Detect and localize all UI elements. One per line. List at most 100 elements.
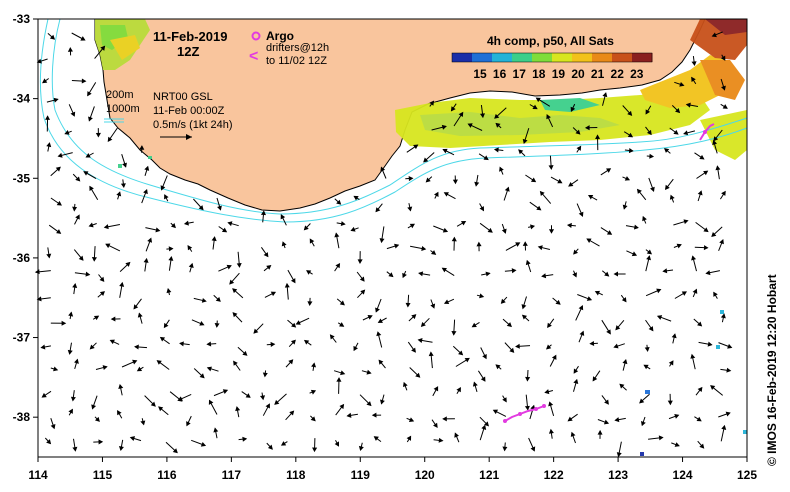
- current-vector-head: [430, 250, 437, 255]
- current-vector-head: [442, 227, 449, 233]
- current-vector-head: [494, 113, 500, 119]
- current-vector-head: [179, 341, 184, 347]
- current-vector-head: [442, 148, 448, 154]
- current-vector-head: [407, 206, 413, 212]
- sst-colorbar: 4h comp, p50, All Sats 15 16 17 18 19 20 21 22 2…: [451, 34, 653, 81]
- current-vector-head: [639, 398, 645, 404]
- current-vector-head: [643, 364, 649, 370]
- current-vector-head: [232, 312, 238, 318]
- current-vector-head: [719, 239, 724, 245]
- current-vector-head: [646, 249, 653, 255]
- current-vector-head: [441, 267, 447, 273]
- current-vector-head: [380, 399, 385, 405]
- current-vector-head: [573, 249, 579, 255]
- current-vector-head: [201, 297, 207, 303]
- current-vector-head: [428, 351, 434, 357]
- current-vector-head: [199, 373, 205, 379]
- current-vector-head: [592, 376, 598, 382]
- current-vector-head: [235, 406, 241, 412]
- lon-tick-label: 118: [286, 468, 306, 482]
- current-vector-head: [378, 359, 384, 365]
- current-vector-head: [346, 412, 352, 418]
- current-vector-head: [570, 106, 576, 112]
- current-vector-head: [166, 287, 172, 294]
- current-vector-head: [260, 210, 266, 216]
- current-vector-head: [495, 364, 501, 370]
- current-vector-head: [587, 195, 594, 200]
- current-vector-head: [573, 378, 579, 385]
- current-vector-head: [40, 344, 46, 350]
- sst-color-swatch: [612, 53, 633, 62]
- scale-arrow-head: [186, 134, 192, 140]
- current-vector-head: [102, 365, 108, 371]
- current-vector-head: [366, 401, 372, 407]
- current-vector-head: [482, 353, 487, 360]
- current-vector-head: [633, 224, 639, 230]
- lon-tick-label: 115: [93, 468, 113, 482]
- current-vector-head: [423, 157, 429, 163]
- current-vector-head: [208, 399, 214, 405]
- current-vector-head: [699, 443, 705, 449]
- current-vector-head: [211, 236, 217, 242]
- current-vector-head: [156, 360, 162, 365]
- latitude-axis: -33 -34 -35 -36 -37 -38: [13, 12, 38, 424]
- current-vector-head: [548, 428, 554, 434]
- current-vector-head: [524, 405, 530, 411]
- current-vector-head: [340, 221, 346, 227]
- current-vector-head: [515, 242, 521, 247]
- current-vector-head: [570, 431, 576, 437]
- lat-tick-label: -38: [13, 410, 31, 424]
- current-vector-head: [222, 389, 229, 394]
- current-vector-head: [56, 229, 62, 234]
- current-vector-head: [340, 370, 346, 376]
- lon-tick-label: 124: [673, 468, 693, 482]
- current-vector-head: [648, 326, 654, 332]
- current-vector-head: [481, 424, 487, 430]
- current-vector-head: [242, 436, 248, 442]
- current-vector-head: [715, 165, 721, 171]
- current-vector-head: [155, 227, 161, 233]
- current-vector-head: [406, 435, 412, 441]
- current-vector-head: [266, 264, 272, 270]
- current-vector-head: [375, 207, 381, 213]
- current-vector-head: [429, 100, 435, 106]
- current-vector-head: [699, 154, 705, 160]
- current-vector-head: [87, 91, 92, 97]
- current-vector-head: [183, 220, 189, 226]
- current-vector-head: [691, 255, 697, 261]
- current-vector-head: [433, 386, 439, 392]
- current-vector-head: [227, 221, 233, 227]
- sst-color-swatch: [472, 53, 493, 62]
- current-vector-head: [441, 124, 447, 130]
- current-vector-head: [669, 194, 675, 200]
- current-vector-head: [696, 416, 702, 422]
- drifter-legend: < drifters@12h to 11/02 12Z: [249, 42, 329, 67]
- current-vector-head: [80, 36, 86, 41]
- current-vector-head: [711, 32, 717, 38]
- current-vector-head: [88, 222, 94, 228]
- current-vector-head: [170, 223, 176, 229]
- current-vector-head: [674, 442, 680, 447]
- current-vector-head: [727, 343, 733, 349]
- sst-tick-label: 19: [552, 67, 566, 81]
- current-vector-head: [679, 81, 685, 87]
- current-vector-head: [458, 111, 464, 117]
- current-vector-head: [379, 238, 385, 244]
- lon-tick-label: 120: [415, 468, 435, 482]
- current-vector-head: [691, 76, 696, 82]
- current-vector-head: [280, 214, 286, 220]
- product-info: NRT00 GSL 11-Feb 00:00Z 0.5m/s (1kt 24h): [153, 91, 232, 140]
- current-vector-head: [91, 257, 97, 262]
- current-vector-head: [578, 211, 584, 217]
- current-vector-head: [70, 111, 76, 117]
- current-vector-head: [646, 129, 652, 136]
- current-vector-head: [460, 220, 467, 226]
- current-vector-head: [710, 385, 716, 390]
- title-time: 12Z: [177, 44, 199, 59]
- current-vector-head: [402, 381, 408, 388]
- current-vector-head: [443, 299, 450, 305]
- current-vector-head: [132, 359, 138, 365]
- sst-colorbar-swatches: [451, 52, 653, 63]
- drifter-label-line2: to 11/02 12Z: [266, 55, 327, 67]
